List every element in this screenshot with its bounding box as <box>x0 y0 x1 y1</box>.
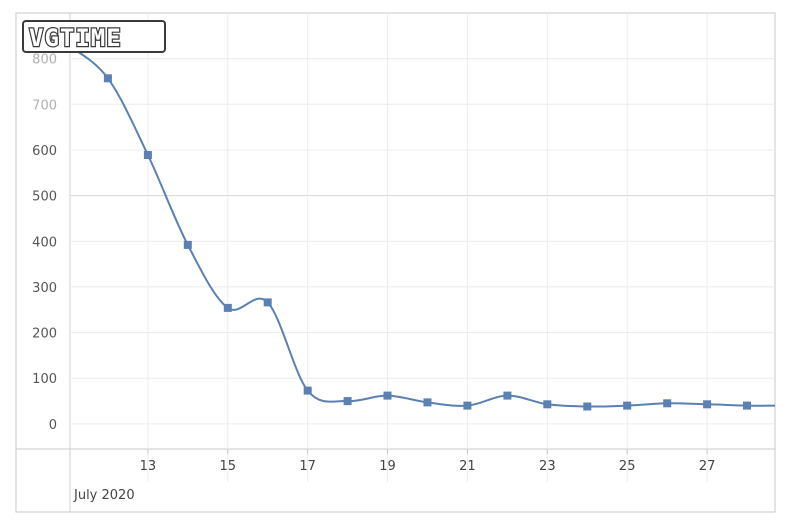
data-point-25 <box>623 401 632 410</box>
y-tick-label-500: 500 <box>32 190 57 205</box>
x-tick-label-21: 21 <box>459 459 476 474</box>
x-tick-label-17: 17 <box>299 459 316 474</box>
data-point-14 <box>183 240 192 249</box>
period-label: July 2020 <box>73 488 135 503</box>
data-point-27 <box>703 400 712 409</box>
x-axis: 13 15 17 19 21 23 25 27 <box>140 449 716 474</box>
x-tick-label-25: 25 <box>619 459 636 474</box>
x-tick-label-19: 19 <box>379 459 396 474</box>
y-tick-label-300: 300 <box>32 281 57 296</box>
series <box>67 44 776 411</box>
data-point-12 <box>103 74 112 83</box>
x-tick-label-15: 15 <box>220 459 237 474</box>
data-point-16 <box>263 298 272 307</box>
data-point-19 <box>383 391 392 400</box>
watermark-text: VGTIME <box>29 24 122 52</box>
x-tick-label-13: 13 <box>140 459 157 474</box>
y-tick-label-200: 200 <box>32 327 57 342</box>
y-tick-label-800: 800 <box>32 53 57 68</box>
data-point-28 <box>743 401 751 410</box>
y-tick-label-400: 400 <box>32 235 57 250</box>
data-point-24 <box>583 402 592 411</box>
grid <box>70 13 775 482</box>
data-point-18 <box>343 397 352 406</box>
data-point-13 <box>143 151 152 159</box>
x-tick-label-27: 27 <box>699 459 716 474</box>
y-tick-label-0: 0 <box>49 418 57 433</box>
watermark-logo: VGTIME <box>22 20 166 53</box>
data-point-17 <box>303 386 312 395</box>
chart-frame <box>15 12 776 513</box>
y-tick-label-700: 700 <box>32 98 57 113</box>
chart-border <box>15 12 776 513</box>
data-point-20 <box>423 398 432 407</box>
y-axis: 0 100 200 300 400 500 600 700 800 <box>32 53 57 433</box>
y-tick-label-100: 100 <box>32 372 57 387</box>
data-point-26 <box>663 399 672 408</box>
data-point-23 <box>543 400 552 409</box>
x-tick-label-23: 23 <box>539 459 556 474</box>
data-point-15 <box>223 303 232 312</box>
data-point-21 <box>463 401 472 410</box>
data-point-22 <box>503 391 512 400</box>
y-tick-label-600: 600 <box>32 144 57 159</box>
